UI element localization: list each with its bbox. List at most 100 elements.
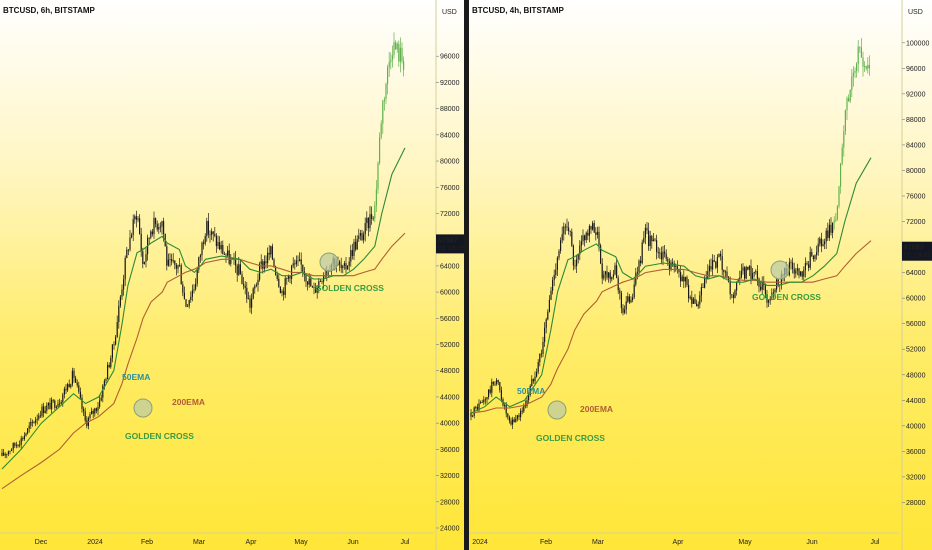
candle-body [713,260,715,262]
candle-body [486,397,488,400]
candle-body [726,271,728,277]
y-tick-label: 48000 [440,368,460,375]
candle-body [561,234,563,241]
candle-body [772,292,774,294]
candle-body [600,245,602,264]
candle-body [67,384,69,391]
candle-body [673,263,675,267]
candle-body [358,235,360,240]
candle-body [700,287,702,296]
candle-body [865,66,867,69]
candle-body [142,251,144,264]
candle-body [518,415,520,418]
candle-body [403,61,405,70]
candle-body [672,262,674,264]
candle-body [475,406,477,408]
candle-body [539,353,541,363]
candle-body [390,60,392,63]
candle-body [132,219,134,235]
candle-body [102,385,104,398]
candle-body [636,271,638,273]
candle-body [22,438,24,440]
candle-body [99,400,101,407]
y-tick-label: 96000 [906,66,926,73]
candle-body [14,443,16,446]
candle-body [764,285,766,295]
candle-body [235,258,237,266]
candle-body [33,422,35,424]
candle-body [556,257,558,270]
candle-body [667,258,669,262]
candle-body [680,272,682,282]
candle-body [129,237,131,250]
candle-body [187,305,189,307]
candle-body [793,268,795,274]
pane-divider[interactable] [464,0,469,550]
candle-body [760,286,762,290]
candle-body [572,245,574,266]
candle-body [201,242,203,256]
chart-pane-2[interactable]: 100000 96000 92000 88000 84000 80000 76000 7200… [469,0,932,550]
candle-body [163,221,165,234]
candle-body [36,418,38,420]
candle-body [127,249,129,251]
candle-body [372,218,374,220]
candle-body [470,413,472,417]
candle-body [204,236,206,244]
y-tick-label: 52000 [906,347,926,354]
x-tick-label: Mar [592,539,605,546]
candle-body [356,239,358,250]
golden-cross-marker [319,252,339,272]
ema50-line [470,157,872,414]
candle-body [75,377,77,383]
candle-body [753,271,755,274]
candle-body [311,286,313,288]
candle-body [276,274,278,279]
candle-body [720,253,722,257]
y-tick-label: 36000 [440,447,460,454]
y-tick-label: 48000 [906,372,926,379]
candle-body [395,42,397,50]
candle-body [388,62,390,68]
candle-body [646,227,648,231]
candle-body [612,274,614,278]
candle-body [836,206,838,220]
candle-body [214,234,216,236]
candle-body [254,285,256,289]
chart-pane-1[interactable]: 9600092000880008400080000760007200068000… [0,0,467,550]
candle-body [49,402,51,410]
candle-body [510,420,512,425]
candle-body [580,241,582,246]
candle-body [297,260,299,262]
candle-body [560,240,562,251]
y-tick-label: 56000 [906,321,926,328]
candle-body [70,384,72,388]
candle-body [736,281,738,291]
candle-body [496,380,498,384]
candle-body [271,246,273,260]
candle-body [110,358,112,368]
candle-body [712,260,714,270]
candle-body [343,263,345,266]
candle-body [710,265,712,270]
candle-body [281,291,283,294]
candle-body [121,289,123,297]
candle-body [4,454,6,456]
candle-body [566,226,568,228]
candle-body [313,286,315,288]
candle-body [513,419,515,422]
candle-body [145,254,147,262]
candle-body [220,245,222,250]
candle-body [641,242,643,264]
candle-body [558,250,560,258]
candle-body [219,242,221,250]
candle-body [478,403,480,411]
candle-body [223,254,225,255]
y-tick-label: 80000 [440,159,460,166]
candle-body [91,410,93,415]
candle-body [801,271,803,277]
candle-body [198,257,200,270]
candle-body [696,303,698,307]
y-tick-label: 76000 [906,194,926,201]
